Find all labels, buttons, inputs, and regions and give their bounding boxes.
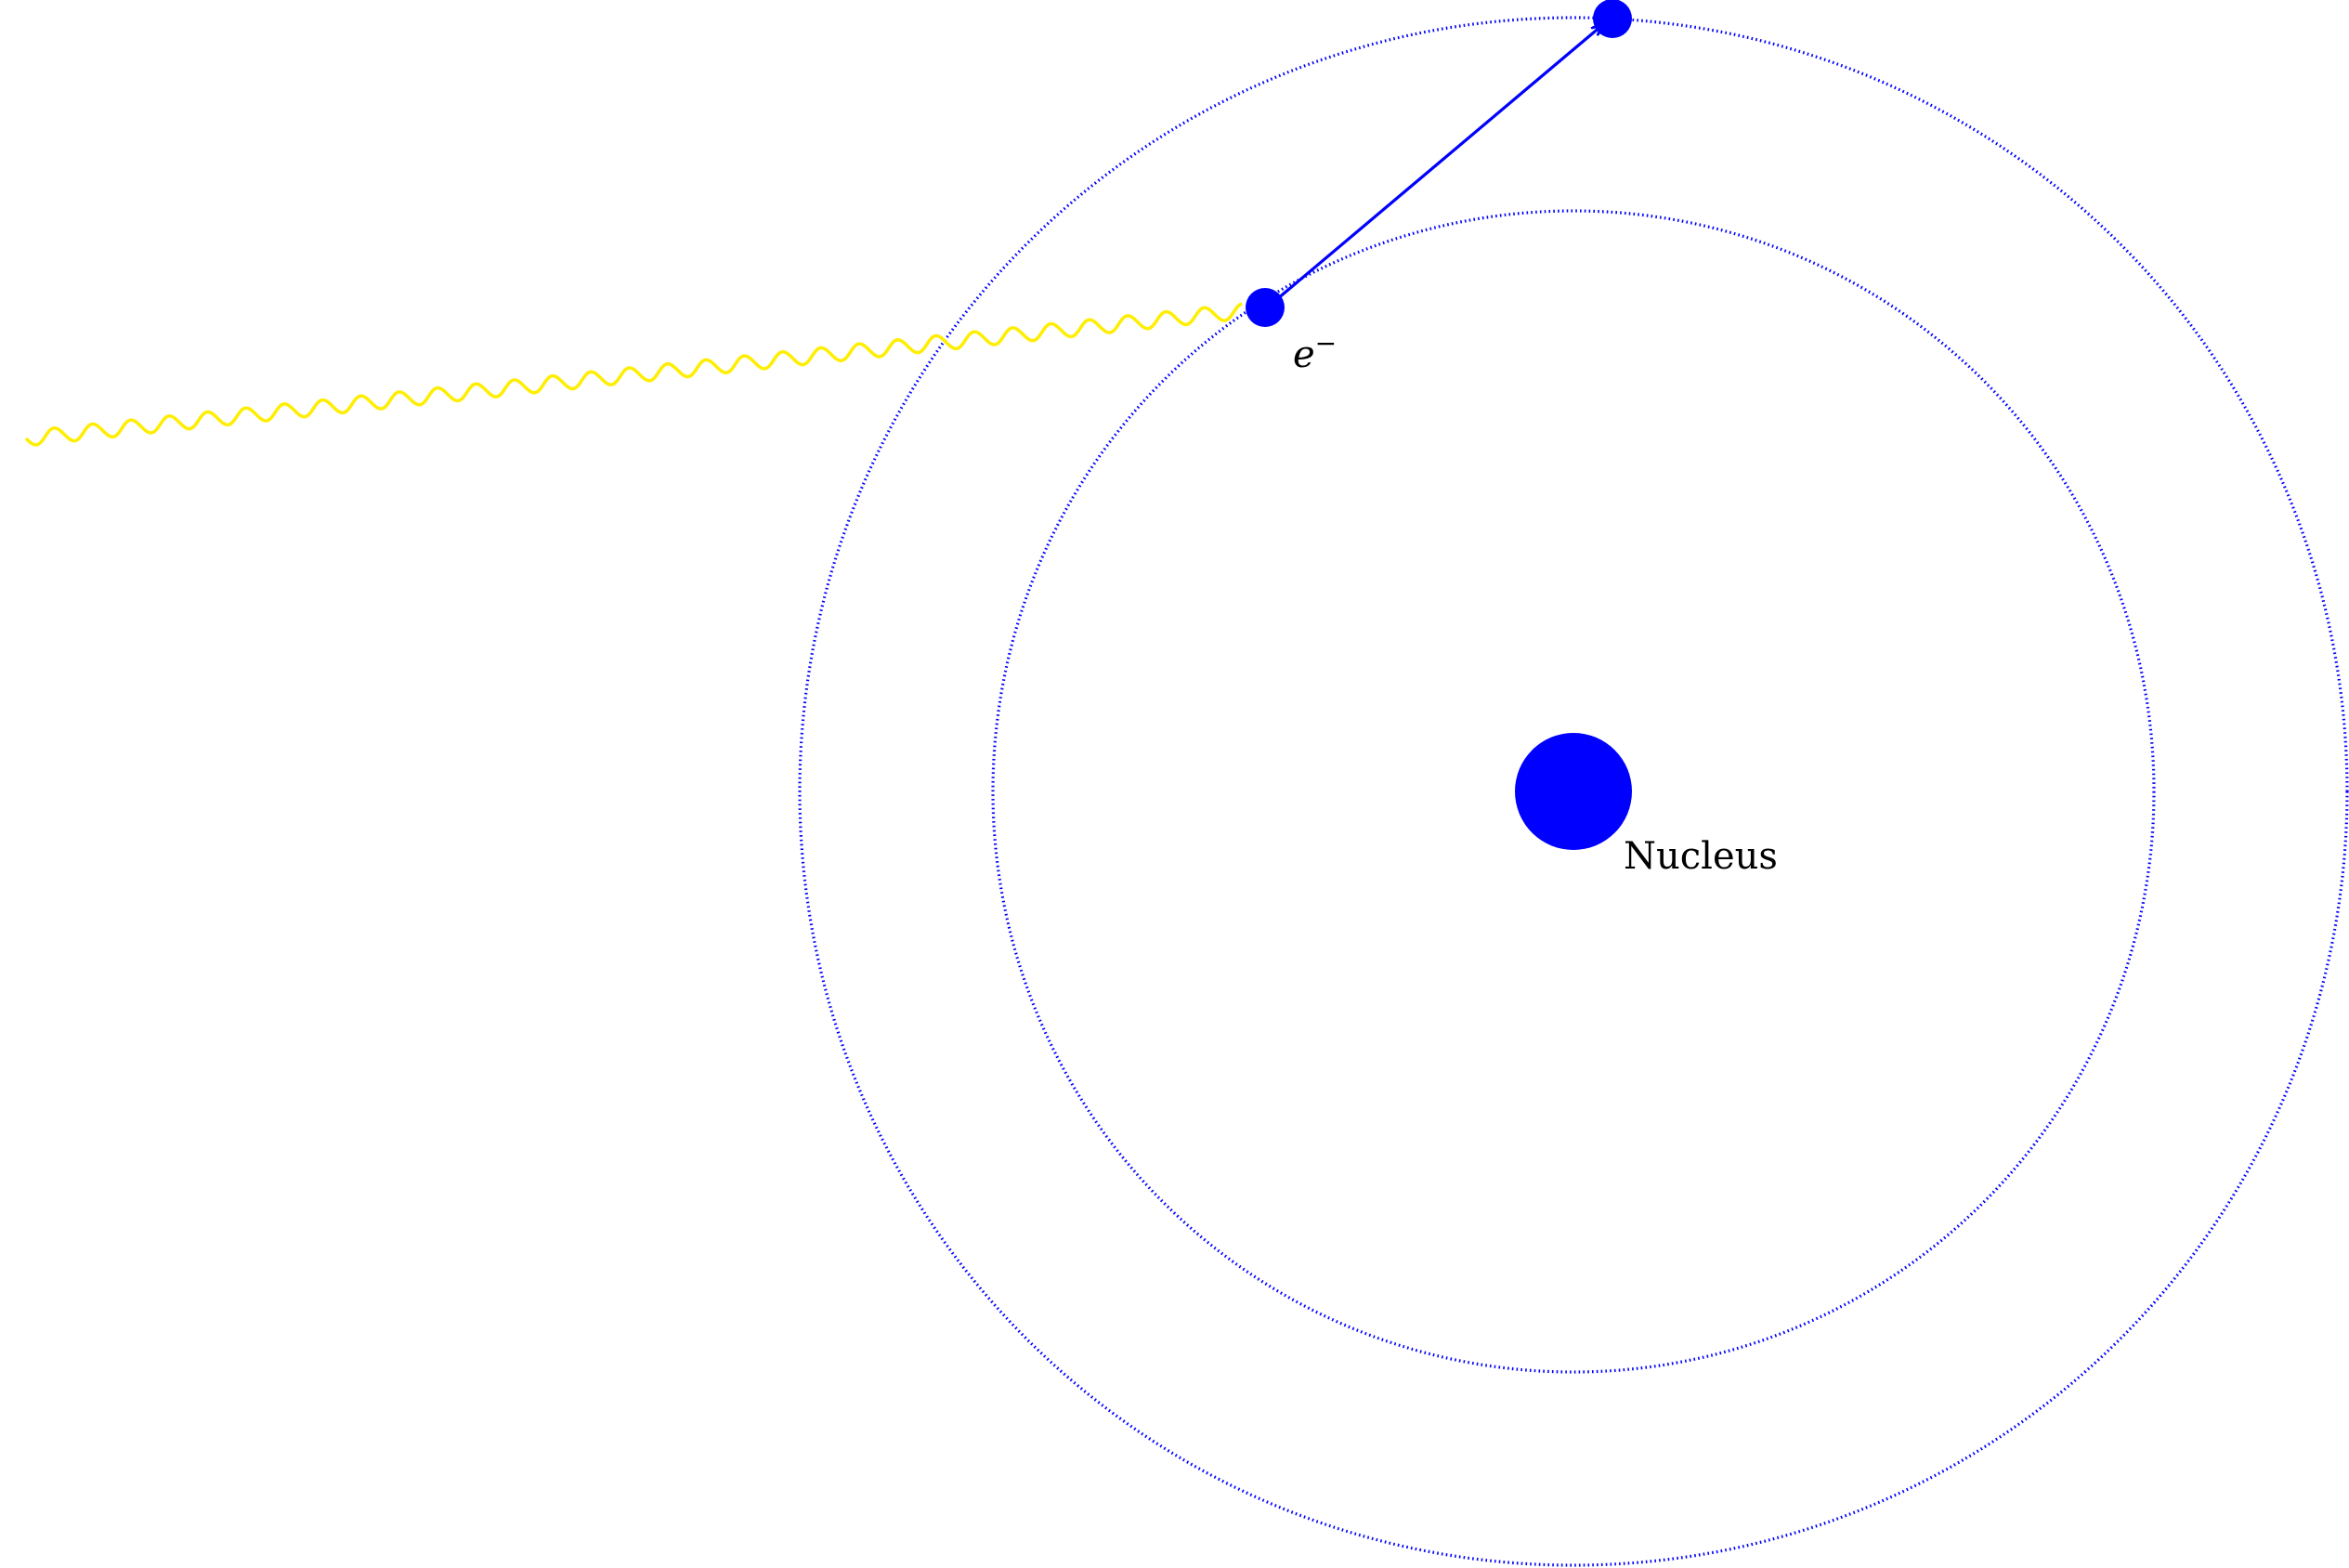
outer-orbit	[798, 16, 2349, 1567]
electron-label: e−	[1293, 328, 1337, 376]
inner-orbit	[991, 209, 2156, 1374]
electron-label-superscript: −	[1315, 328, 1337, 359]
transition-arrow	[1275, 26, 1601, 301]
photon-wave	[24, 302, 1243, 447]
electron-label-base: e	[1293, 333, 1315, 376]
electron-excited-state	[1593, 0, 1632, 38]
nucleus	[1515, 733, 1632, 850]
electron-ground-state	[1246, 288, 1285, 327]
nucleus-label: Nucleus	[1624, 835, 1778, 878]
